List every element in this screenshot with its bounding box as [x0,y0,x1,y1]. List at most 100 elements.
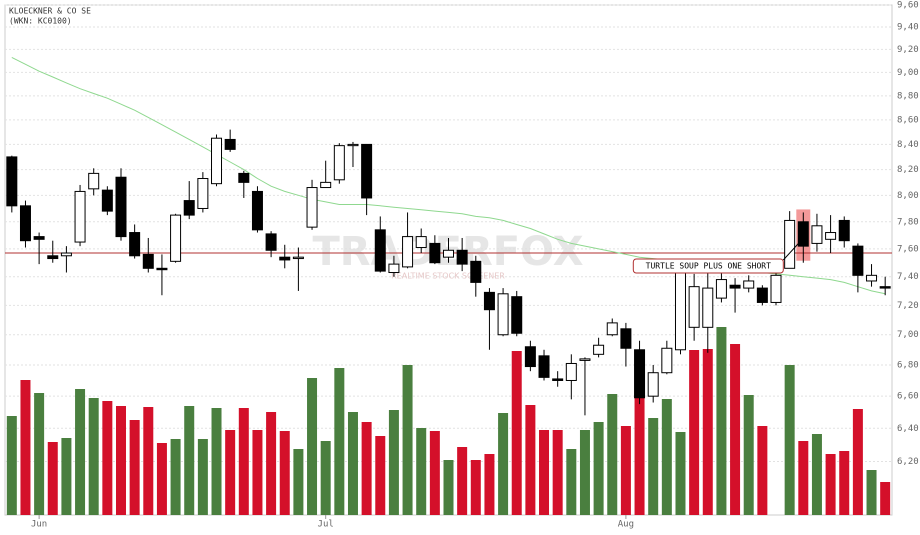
candle-body [524,346,536,368]
volume-bar [457,447,468,515]
candle-body [538,355,550,378]
candle-body [197,178,209,209]
candle-body [211,137,223,185]
y-tick-label: 8,40 [897,140,919,150]
volume-bar [607,394,618,515]
candle-body [320,181,332,189]
y-tick-label: 8,20 [897,165,919,175]
candle-body [729,284,741,289]
volume-bar [866,470,877,515]
volume-bar [511,351,522,515]
candle-body [33,236,45,240]
candle-body [470,260,482,283]
chart-subtitle: (WKN: KC0100) [9,17,72,26]
candle-body [74,190,86,243]
candle-body [784,219,796,269]
volume-bar [839,451,850,515]
volume-bar [470,460,481,515]
y-tick-label: 7,60 [897,244,919,254]
candle-body [838,219,850,242]
volume-bar [211,408,222,515]
candle-body [224,138,236,150]
volume-bar [388,410,399,515]
candle-body [429,242,441,264]
volume-bar [6,416,17,515]
candle-body [552,378,564,381]
volume-bar [852,409,863,515]
candle-body [593,344,605,355]
volume-bar [266,412,277,515]
annotation-box [632,258,784,274]
volume-bar [689,350,700,515]
volume-bar [880,482,891,515]
candle-body [443,249,454,258]
candle-body [279,256,291,261]
candle-body [170,214,182,262]
volume-bar [443,460,454,515]
y-tick-label: 7,00 [897,330,919,340]
volume-bar [170,439,181,515]
volume-bar [484,454,495,515]
volume-bar [730,344,741,515]
volume-bar [184,406,195,515]
volume-bar [334,368,345,515]
candle-body [388,263,400,274]
volume-bar [402,365,413,515]
volume-bar [279,431,290,515]
watermark-sub: REALTIME STOCK SCREENER [391,272,505,281]
candle-body [415,236,427,249]
volume-bar [293,449,304,515]
candle-body [565,362,577,381]
candle-body [743,280,755,289]
candle-body [647,372,659,397]
x-tick-label: Jul [318,520,334,530]
y-tick-label: 6,80 [897,361,919,371]
candle-body [19,205,31,242]
volume-bar [429,431,440,515]
x-tick-label: Jun [31,520,47,530]
candle-body [606,322,618,336]
candle-body [88,172,100,190]
volume-bar [416,428,427,515]
volume-bar [375,436,386,515]
volume-bar [525,405,536,515]
volume-bar [238,408,249,515]
candle-body [797,221,809,247]
candle-body [183,200,195,216]
candle-body [702,287,714,328]
volume-bar [593,422,604,515]
y-tick-label: 8,00 [897,191,919,201]
candle-body [620,328,632,349]
candle-body [483,291,495,311]
chart-title: KLOECKNER & CO SE [9,7,91,16]
y-tick-label: 7,80 [897,217,919,227]
candle-body [101,189,113,212]
candle-body [361,143,373,199]
y-tick-label: 6,40 [897,424,919,434]
candle-body [661,347,673,374]
volume-bar [661,399,672,515]
volume-bar [88,398,99,515]
volume-bar [34,393,45,515]
volume-bar [225,430,236,515]
y-tick-label: 9,00 [897,68,919,78]
volume-bar [620,426,631,515]
y-tick-label: 9,60 [897,1,919,11]
volume-bar [347,412,358,515]
volume-bar [102,401,113,515]
annotation-arrow [782,237,804,261]
volume-bar [743,395,754,515]
candle-body [238,172,250,183]
volume-bar [252,430,263,515]
volume-bar [566,449,577,515]
volume-bar [579,430,590,515]
candle-body [866,274,878,282]
volume-bar [20,380,31,515]
volume-bar [156,443,167,515]
y-tick-label: 9,40 [897,22,919,32]
volume-bar [539,430,550,515]
volume-bar [648,418,659,515]
candle-body [674,267,686,351]
volume-bar [361,422,372,515]
